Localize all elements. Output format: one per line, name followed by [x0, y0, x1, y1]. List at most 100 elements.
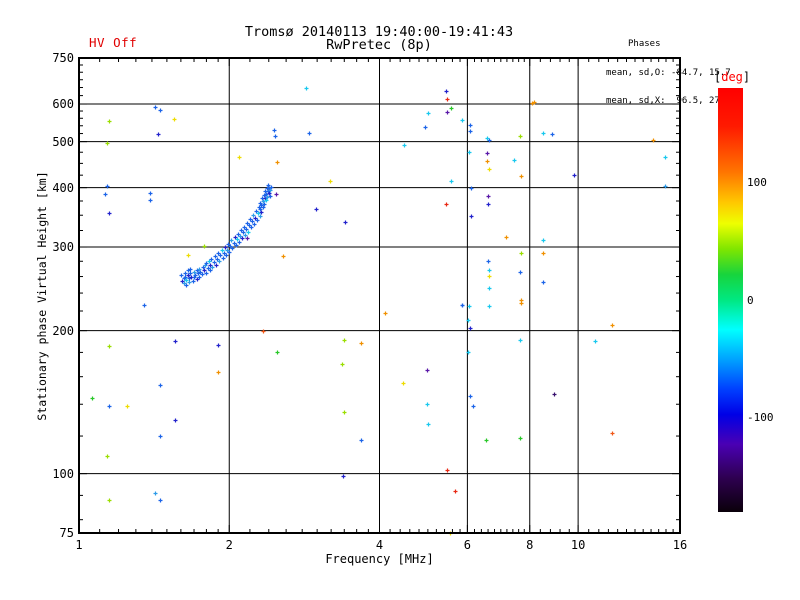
data-point: [469, 214, 474, 219]
data-point: [217, 259, 222, 264]
data-point: [258, 207, 263, 212]
data-point: [512, 158, 517, 163]
data-point: [252, 222, 257, 227]
data-point: [153, 491, 158, 496]
data-point: [216, 251, 221, 256]
data-point: [445, 97, 450, 102]
data-point: [183, 275, 188, 280]
data-point: [466, 318, 471, 323]
data-point: [663, 184, 668, 189]
data-point: [234, 243, 239, 248]
data-point: [518, 270, 523, 275]
data-point: [237, 155, 242, 160]
colorbar-deg-text: deg: [721, 70, 743, 84]
data-point: [158, 498, 163, 503]
data-point: [468, 326, 473, 331]
data-point: [183, 271, 188, 276]
data-point: [233, 235, 238, 240]
data-point: [235, 237, 240, 242]
data-point: [259, 203, 264, 208]
data-point: [314, 207, 319, 212]
data-point: [651, 138, 656, 143]
data-point: [210, 265, 215, 270]
x-tick-label: 4: [375, 538, 384, 552]
data-point: [226, 242, 231, 247]
data-point: [202, 268, 207, 273]
data-point: [105, 141, 110, 146]
data-point: [275, 160, 280, 165]
data-point: [244, 227, 249, 232]
data-point: [467, 150, 472, 155]
x-tick-label: 6: [463, 538, 471, 552]
y-tick-label: 100: [52, 466, 74, 481]
data-point: [572, 173, 577, 178]
data-point: [239, 228, 244, 233]
data-point: [265, 195, 270, 200]
data-point: [228, 244, 233, 249]
data-point: [402, 143, 407, 148]
data-point: [229, 238, 234, 243]
data-point: [230, 246, 235, 251]
data-point: [248, 217, 253, 222]
data-point: [445, 468, 450, 473]
colorbar: [718, 88, 743, 512]
data-point: [220, 248, 225, 253]
data-point: [188, 267, 193, 272]
data-point: [401, 381, 406, 386]
y-tick-label: 600: [52, 97, 74, 112]
data-point: [486, 259, 491, 264]
data-point: [242, 225, 247, 230]
data-point: [460, 118, 465, 123]
data-point: [184, 278, 189, 283]
data-point: [208, 268, 213, 273]
data-point: [262, 202, 267, 207]
data-point: [206, 266, 211, 271]
data-point: [485, 136, 490, 141]
y-tick-label: 400: [52, 180, 74, 195]
data-point: [425, 368, 430, 373]
data-point: [158, 383, 163, 388]
data-point: [471, 404, 476, 409]
data-point: [212, 260, 217, 265]
data-point: [449, 106, 454, 111]
data-point: [264, 198, 269, 203]
colorbar-tick-label: 0: [747, 293, 754, 307]
data-point: [487, 138, 492, 143]
data-point: [307, 131, 312, 136]
data-point: [245, 236, 250, 241]
data-point: [449, 179, 454, 184]
data-point: [519, 251, 524, 256]
data-point: [466, 350, 471, 355]
data-point: [541, 280, 546, 285]
hv-status-text: HV Off: [89, 35, 138, 50]
data-point: [187, 280, 192, 285]
data-point: [423, 125, 428, 130]
data-point: [249, 225, 254, 230]
data-point: [186, 273, 191, 278]
data-point: [105, 184, 110, 189]
data-point: [486, 202, 491, 207]
data-point: [518, 436, 523, 441]
data-point: [274, 192, 279, 197]
data-point: [266, 183, 271, 188]
data-point: [359, 438, 364, 443]
data-point: [105, 454, 110, 459]
data-point: [214, 263, 219, 268]
data-point: [246, 230, 251, 235]
data-point: [107, 344, 112, 349]
data-point: [518, 134, 523, 139]
x-axis-title: Frequency [MHz]: [325, 552, 434, 566]
data-point: [425, 402, 430, 407]
data-point: [485, 159, 490, 164]
data-point: [610, 431, 615, 436]
data-point: [552, 392, 557, 397]
data-point: [213, 254, 218, 259]
data-point: [107, 119, 112, 124]
data-point: [172, 117, 177, 122]
phases-mean-sd-o: mean, sd,O: -84.7, 15.7: [606, 67, 731, 78]
data-point: [186, 253, 191, 258]
y-tick-label: 500: [52, 134, 74, 149]
data-point: [258, 214, 263, 219]
